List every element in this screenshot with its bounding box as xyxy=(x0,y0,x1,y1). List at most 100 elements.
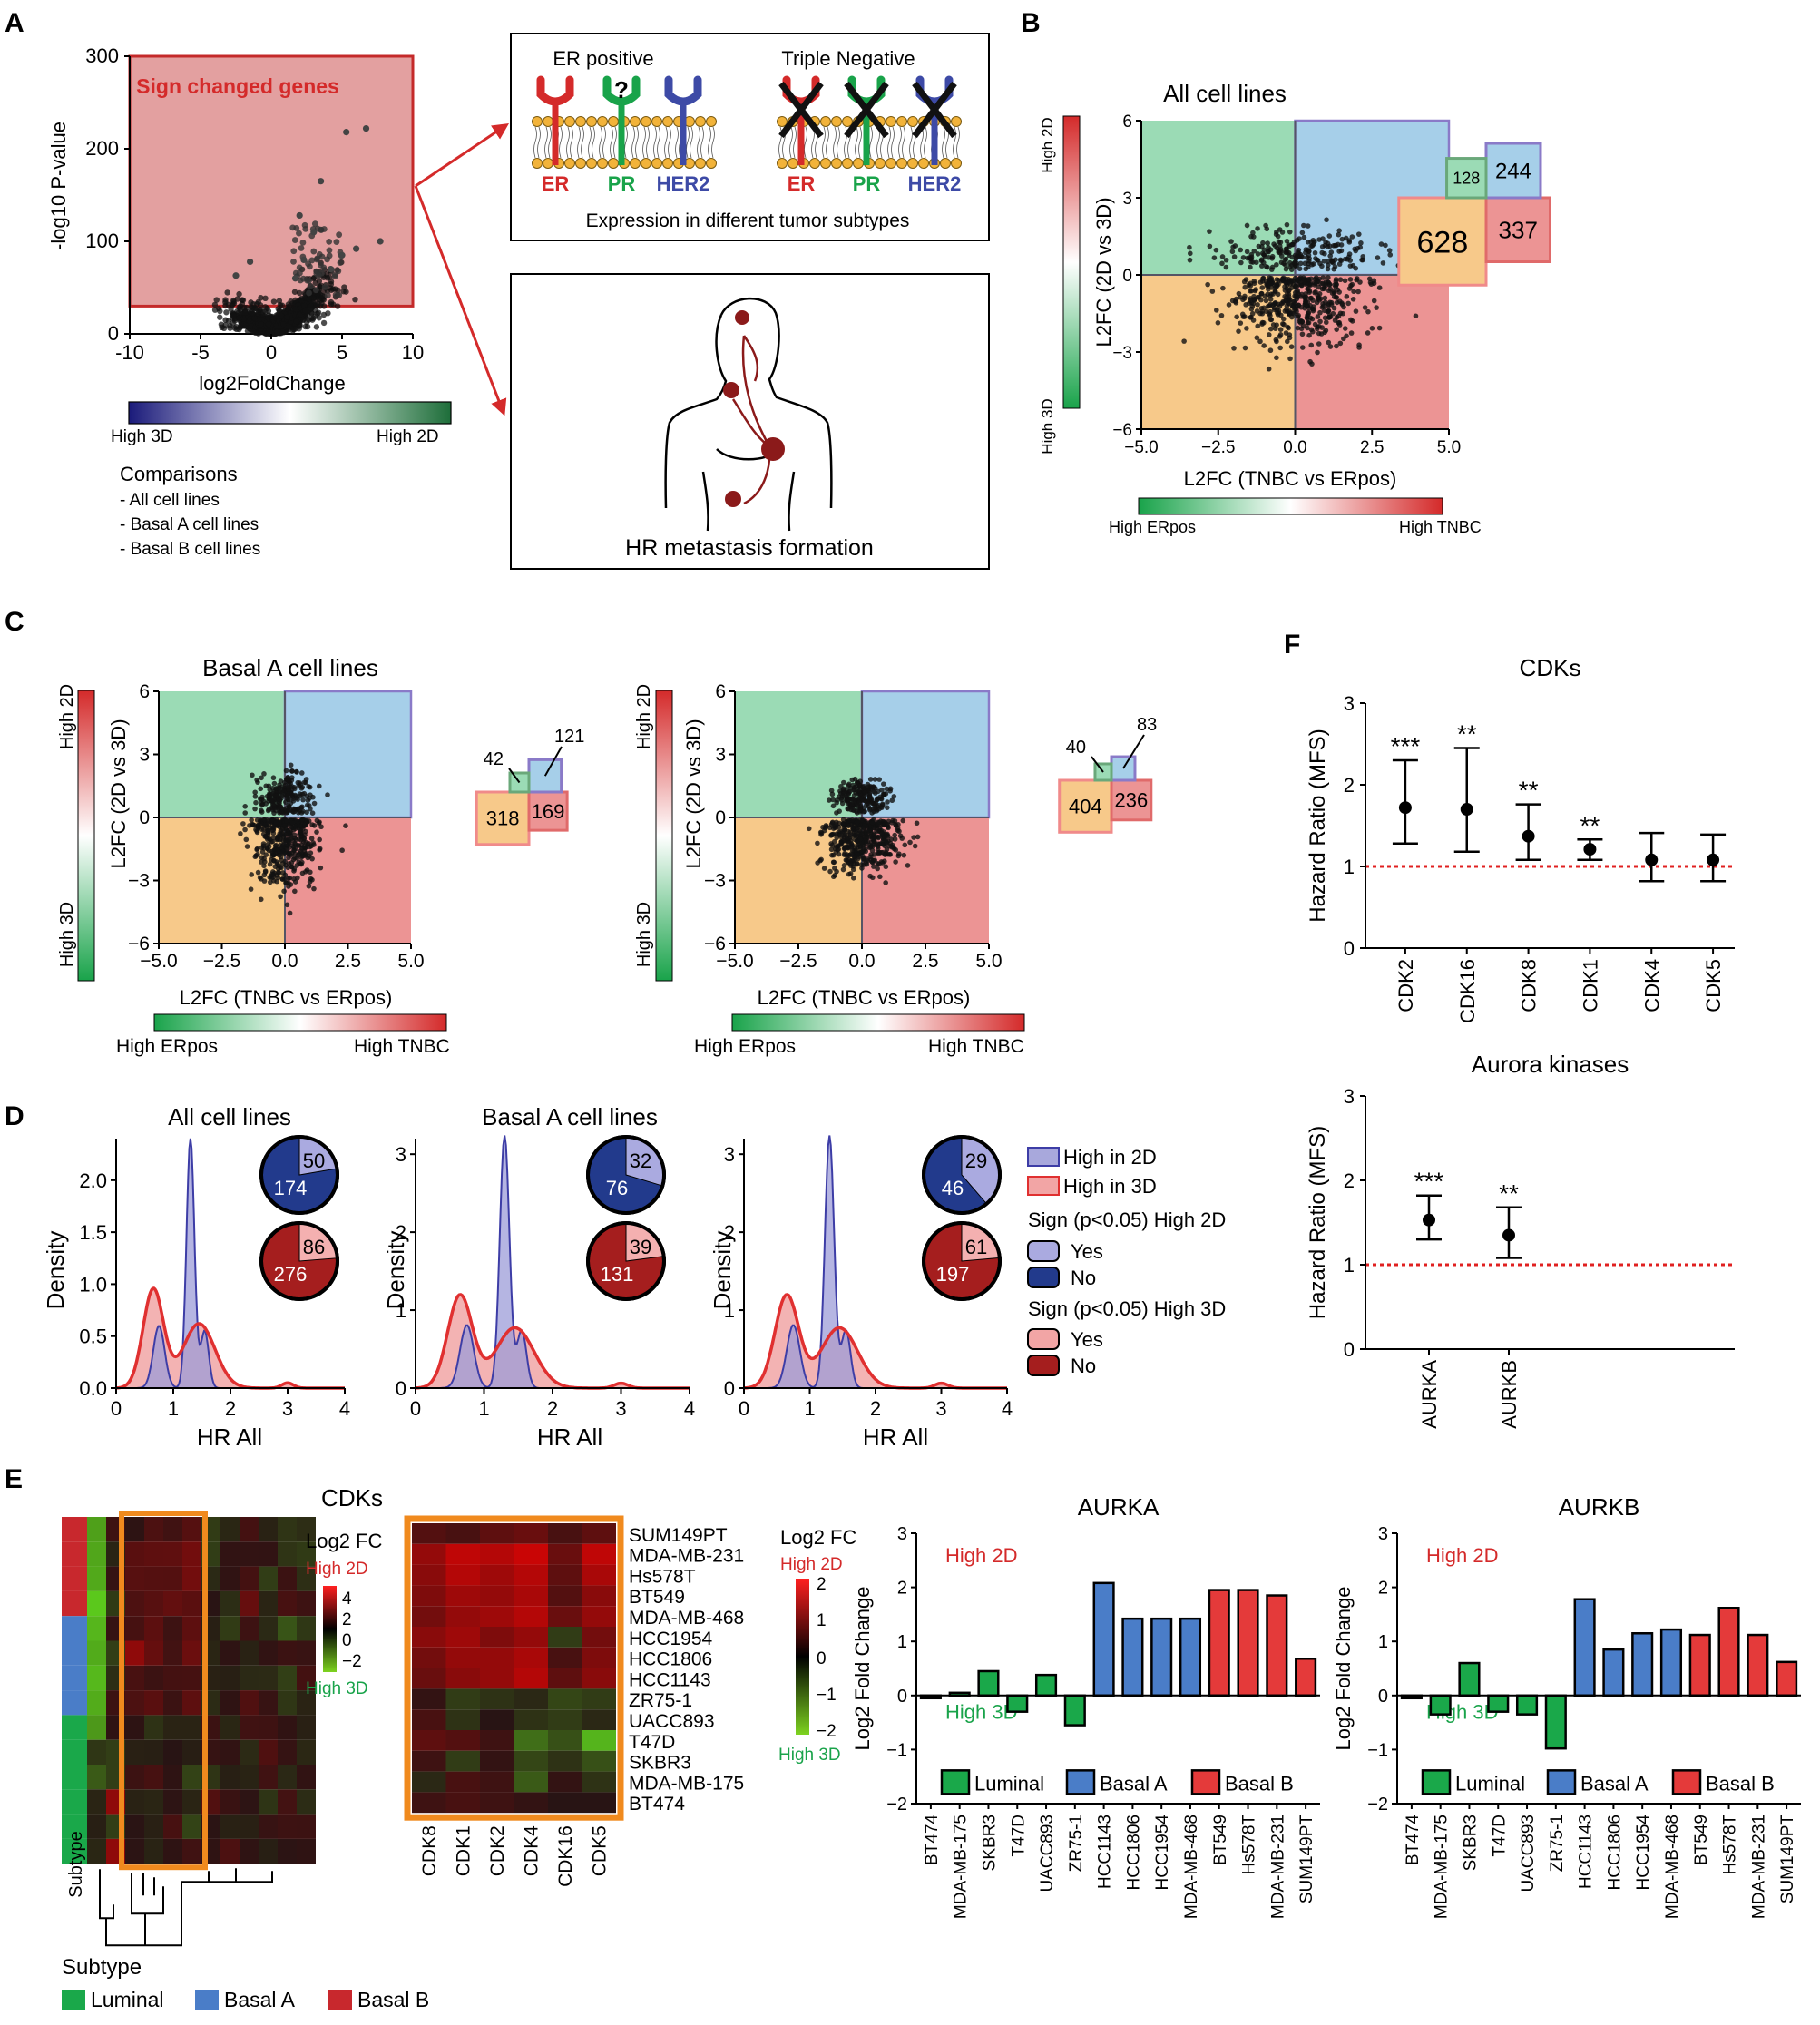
scatter-point xyxy=(273,793,279,798)
scatter-point xyxy=(1255,323,1261,329)
heatmap-cell xyxy=(480,1523,514,1544)
subtype-cell xyxy=(62,1541,87,1567)
heatmap-cell xyxy=(87,1541,106,1567)
y-tick-label: 2.0 xyxy=(79,1169,107,1192)
scatter-point xyxy=(279,860,286,866)
lipid-head xyxy=(662,158,673,169)
scatter-point xyxy=(1310,328,1316,335)
scatter-point xyxy=(1254,335,1260,341)
hazard-ratio-point xyxy=(1707,853,1720,866)
heatmap-cell xyxy=(259,1640,278,1666)
scatter-point xyxy=(1353,248,1358,254)
heat-legend-small-bar xyxy=(323,1586,337,1672)
scatter-point xyxy=(1323,319,1329,326)
scatter-point xyxy=(1248,288,1255,294)
legend-label: Luminal xyxy=(1455,1772,1525,1795)
heatmap-cell xyxy=(297,1715,316,1740)
clustered-heatmap xyxy=(62,1511,316,1947)
scatter-point xyxy=(1326,275,1331,280)
scatter-point xyxy=(883,880,888,885)
heatmap-cell xyxy=(144,1541,163,1567)
lipid-head xyxy=(875,158,886,169)
scatter-point xyxy=(1236,328,1241,334)
volcano-point xyxy=(278,312,285,319)
volcano-point xyxy=(313,324,320,330)
volcano-point xyxy=(318,269,325,277)
volcano-point xyxy=(298,297,304,303)
colorbar-high-2d: High 2D xyxy=(634,684,654,749)
lipid-head xyxy=(853,158,864,169)
volcano-point xyxy=(242,309,249,316)
scatter-point xyxy=(1277,243,1283,249)
scatter-point xyxy=(1365,330,1371,336)
heatmap-cell xyxy=(548,1771,582,1793)
quadrant-title-basal-a: Basal A cell lines xyxy=(202,654,378,681)
lipid-head xyxy=(788,158,798,169)
scatter-point xyxy=(879,830,885,836)
panel-letter-c: C xyxy=(5,607,24,637)
scatter-point xyxy=(1297,318,1303,323)
scatter-point xyxy=(1289,314,1295,320)
er-receptor-icon xyxy=(536,75,574,106)
scatter-point xyxy=(861,856,866,861)
heatmap-cell xyxy=(582,1730,616,1751)
scatter-point xyxy=(311,885,317,892)
scatter-point xyxy=(292,888,298,895)
heatmap-cell xyxy=(125,1789,144,1815)
x-tick-label: 1 xyxy=(168,1397,179,1420)
scatter-point xyxy=(1330,310,1336,317)
scatter-point xyxy=(1248,283,1254,289)
scatter-point xyxy=(868,831,875,837)
scatter-point xyxy=(1323,328,1329,334)
heatmap-cell xyxy=(240,1517,259,1542)
scatter-point xyxy=(911,835,916,840)
bar-category-label: MDA-MB-468 xyxy=(1663,1815,1682,1919)
lipid-head xyxy=(630,116,641,127)
volcano-point xyxy=(250,305,256,311)
scatter-point xyxy=(301,779,308,786)
lipid-tail xyxy=(855,126,862,159)
scatter-point xyxy=(1278,312,1284,318)
volcano-point xyxy=(334,303,341,309)
heatmap-cell xyxy=(514,1688,548,1710)
volcano-point xyxy=(289,328,296,334)
significant-region xyxy=(128,54,415,308)
volcano-point xyxy=(321,284,328,291)
scatter-point xyxy=(300,797,306,803)
heatmap-cell xyxy=(125,1715,144,1740)
scatter-point xyxy=(1360,257,1365,263)
scatter-point xyxy=(1214,308,1219,313)
heatmap-cell xyxy=(182,1715,201,1740)
heatmap-cell xyxy=(548,1668,582,1689)
y-tick-label: −1 xyxy=(886,1740,907,1760)
lipid-head xyxy=(586,116,597,127)
scatter-point xyxy=(1331,305,1337,311)
heatmap-cell xyxy=(582,1585,616,1607)
heatmap-cell xyxy=(297,1814,316,1839)
cdk-heatmap-frame xyxy=(404,1515,624,1821)
scatter-point xyxy=(308,869,313,876)
volcano-point xyxy=(320,319,328,327)
heatmap-cell xyxy=(514,1523,548,1544)
colorbar-horizontal xyxy=(1138,497,1443,515)
scatter-point xyxy=(1261,251,1267,258)
scatter-point xyxy=(1236,290,1242,297)
scatter-point xyxy=(896,828,902,835)
scatter-point xyxy=(1356,345,1362,350)
volcano-point xyxy=(230,312,237,319)
legend-label: Basal A xyxy=(1580,1772,1649,1795)
volcano-point xyxy=(326,238,333,245)
count-bottom-right: 236 xyxy=(1115,789,1149,812)
scatter-point xyxy=(1259,263,1265,269)
scatter-point xyxy=(242,810,249,816)
heatmap-cell xyxy=(220,1765,240,1790)
scatter-point xyxy=(1273,337,1279,343)
heatmap-cell xyxy=(548,1750,582,1772)
scatter-point xyxy=(298,770,305,776)
scatter-point xyxy=(1387,252,1394,258)
colorbar-high-3d: High 3D xyxy=(634,902,654,967)
heatmap-cell xyxy=(125,1838,144,1864)
high-2d-pie-ring xyxy=(586,1135,666,1215)
cdk-column-label: CDK2 xyxy=(487,1825,508,1876)
